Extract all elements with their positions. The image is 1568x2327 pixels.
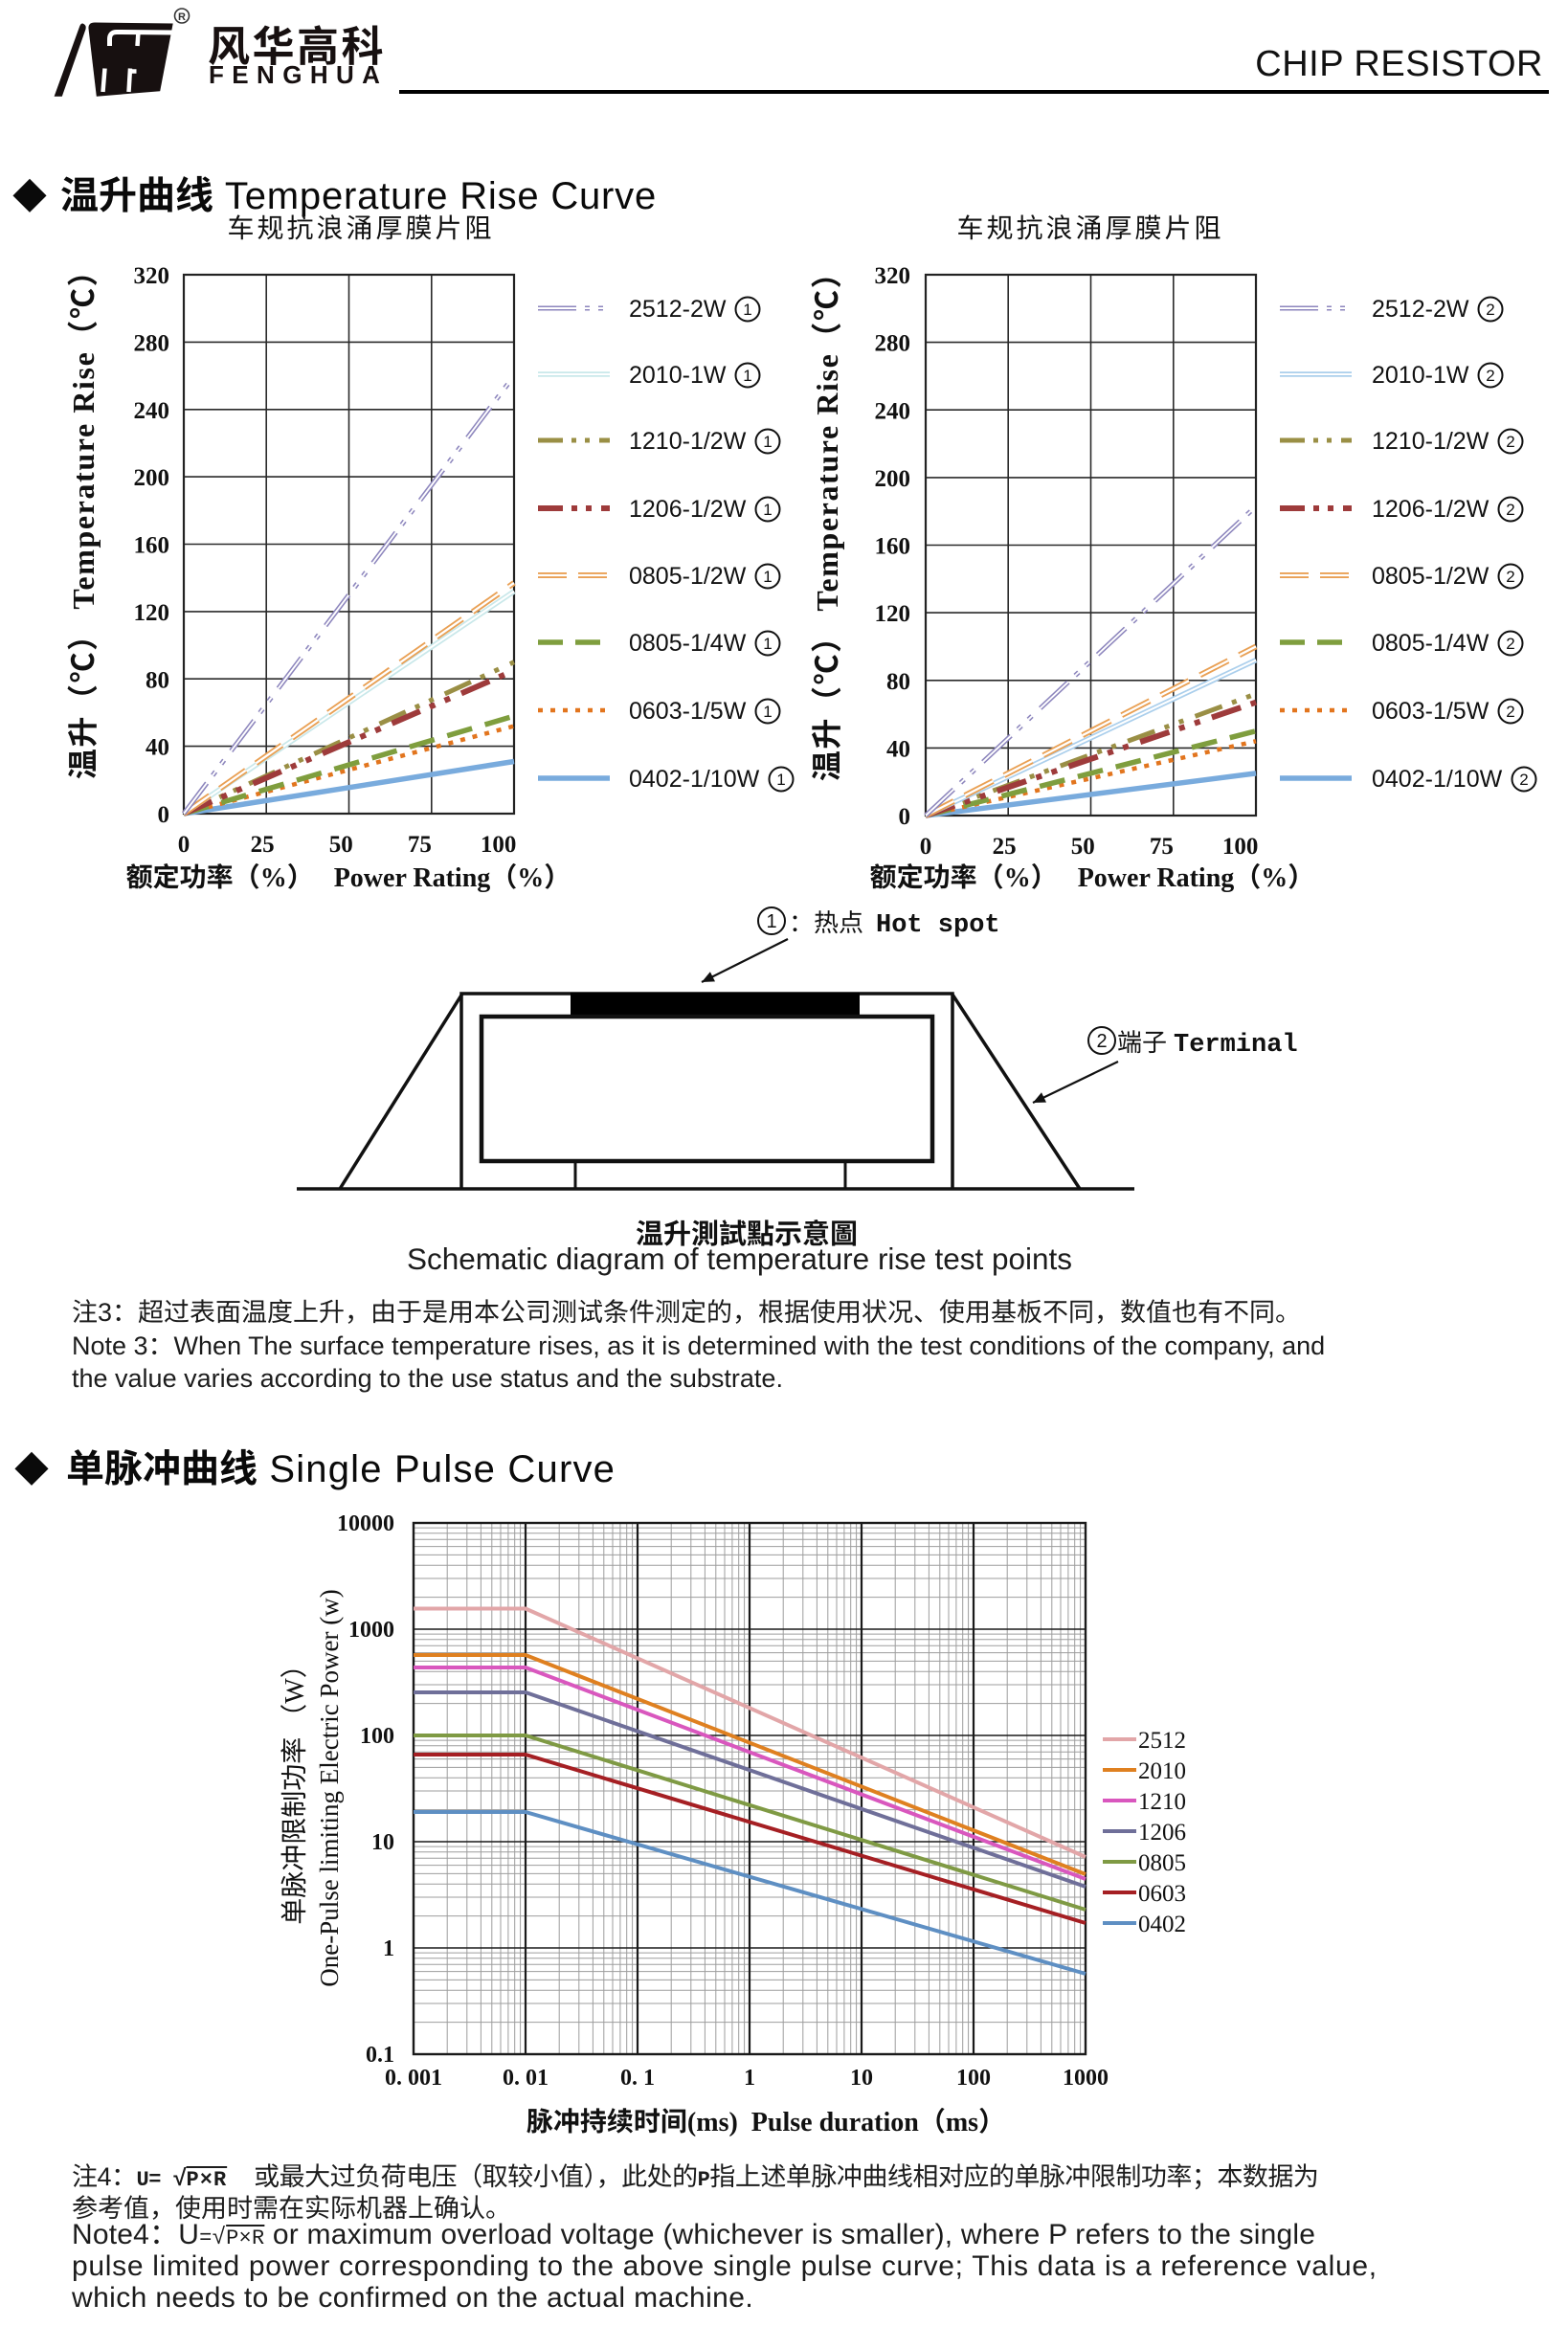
svg-text:1000: 1000	[1063, 2066, 1109, 2091]
svg-text:1: 1	[763, 703, 772, 721]
svg-text:端子: 端子	[1117, 1023, 1167, 1059]
svg-text:车规抗浪涌厚膜片阻: 车规抗浪涌厚膜片阻	[227, 208, 494, 246]
svg-text:Hot spot: Hot spot	[876, 911, 1000, 940]
svg-text:R: R	[178, 11, 186, 23]
svg-text:0603-1/5W: 0603-1/5W	[629, 698, 747, 725]
svg-text:1: 1	[744, 2066, 755, 2091]
svg-text:100: 100	[1222, 834, 1259, 860]
svg-text:0805-1/2W: 0805-1/2W	[629, 563, 747, 590]
svg-text:0402-1/10W: 0402-1/10W	[1372, 766, 1503, 793]
svg-text:1: 1	[763, 433, 772, 451]
svg-text:80: 80	[886, 669, 910, 695]
svg-text:1210-1/2W: 1210-1/2W	[629, 428, 747, 455]
svg-text:额定功率（%） Power Rating（%）: 额定功率（%） Power Rating（%）	[126, 857, 571, 895]
svg-text:2: 2	[1486, 367, 1494, 385]
svg-text:0805: 0805	[1138, 1850, 1186, 1876]
svg-text:25: 25	[993, 834, 1017, 860]
svg-text:50: 50	[1071, 834, 1095, 860]
svg-text:80: 80	[146, 667, 169, 693]
svg-text:2: 2	[1506, 568, 1514, 586]
svg-text:0. 01: 0. 01	[503, 2066, 549, 2091]
svg-text:280: 280	[875, 331, 911, 357]
svg-text:0: 0	[178, 832, 190, 858]
svg-text:10: 10	[850, 2066, 873, 2091]
svg-text:200: 200	[875, 466, 911, 492]
svg-text:1000: 1000	[348, 1618, 394, 1643]
svg-text:2: 2	[1096, 1031, 1107, 1052]
svg-text:2: 2	[1486, 301, 1494, 319]
svg-text:1: 1	[776, 771, 785, 789]
svg-text:1210: 1210	[1138, 1789, 1186, 1815]
svg-text:1210-1/2W: 1210-1/2W	[1372, 428, 1490, 455]
svg-text:0. 001: 0. 001	[385, 2066, 442, 2091]
svg-text:200: 200	[134, 465, 170, 491]
svg-text:0805-1/4W: 0805-1/4W	[629, 630, 747, 657]
svg-text:320: 320	[875, 263, 911, 289]
svg-text:2010-1W: 2010-1W	[1372, 362, 1469, 389]
svg-text:车规抗浪涌厚膜片阻: 车规抗浪涌厚膜片阻	[956, 208, 1223, 246]
svg-text:120: 120	[134, 600, 170, 626]
svg-text:1206: 1206	[1138, 1820, 1186, 1846]
svg-text:1: 1	[383, 1936, 394, 1961]
svg-text:10: 10	[371, 1830, 394, 1855]
svg-text:2512-2W: 2512-2W	[629, 296, 727, 323]
svg-text:1: 1	[763, 568, 772, 586]
svg-text:0805-1/2W: 0805-1/2W	[1372, 563, 1490, 590]
svg-text:0: 0	[920, 834, 932, 860]
svg-text:75: 75	[408, 832, 432, 858]
svg-text:75: 75	[1150, 834, 1174, 860]
svg-text:1: 1	[743, 367, 751, 385]
svg-text:单脉冲限制功率 （W）: 单脉冲限制功率 （W）	[274, 1651, 312, 1924]
svg-text:2010: 2010	[1138, 1758, 1186, 1784]
svg-text:100: 100	[956, 2066, 991, 2091]
svg-text:1206-1/2W: 1206-1/2W	[1372, 496, 1490, 523]
svg-text:0: 0	[158, 802, 170, 828]
svg-text:额定功率（%） Power Rating（%）: 额定功率（%） Power Rating（%）	[870, 857, 1315, 895]
svg-text:160: 160	[134, 533, 170, 559]
svg-text:2: 2	[1506, 501, 1514, 519]
svg-text:温升（℃） Temperature Rise（℃）: 温升（℃） Temperature Rise（℃）	[803, 257, 847, 781]
svg-text:0.1: 0.1	[366, 2043, 394, 2068]
svg-text:2: 2	[1506, 703, 1514, 721]
svg-text:2512: 2512	[1138, 1728, 1186, 1754]
svg-text:1: 1	[763, 501, 772, 519]
svg-text:0. 1: 0. 1	[620, 2066, 655, 2091]
svg-text:320: 320	[134, 263, 170, 289]
svg-text:100: 100	[360, 1724, 394, 1749]
svg-text:0603: 0603	[1138, 1881, 1186, 1907]
svg-text:160: 160	[875, 534, 911, 560]
svg-text:2010-1W: 2010-1W	[629, 362, 727, 389]
svg-text:100: 100	[481, 832, 517, 858]
svg-text:280: 280	[134, 330, 170, 356]
svg-text:温升（℃） Temperature Rise（℃）: 温升（℃） Temperature Rise（℃）	[59, 255, 103, 779]
svg-text:240: 240	[875, 398, 911, 424]
svg-text:40: 40	[146, 735, 169, 761]
svg-text:0603-1/5W: 0603-1/5W	[1372, 698, 1490, 725]
svg-text:40: 40	[886, 736, 910, 762]
svg-text:2512-2W: 2512-2W	[1372, 296, 1469, 323]
svg-text:：热点: ：热点	[789, 904, 863, 939]
svg-text:脉冲持续时间(ms) Pulse duration（ms）: 脉冲持续时间(ms) Pulse duration（ms）	[526, 2101, 1005, 2139]
svg-text:Terminal: Terminal	[1174, 1031, 1298, 1060]
svg-text:1206-1/2W: 1206-1/2W	[629, 496, 747, 523]
svg-text:0402: 0402	[1138, 1912, 1186, 1937]
svg-text:1: 1	[763, 635, 772, 653]
svg-text:10000: 10000	[337, 1511, 394, 1536]
svg-text:2: 2	[1506, 635, 1514, 653]
svg-text:240: 240	[134, 398, 170, 424]
svg-text:1: 1	[766, 911, 776, 932]
svg-text:2: 2	[1506, 433, 1514, 451]
svg-text:1: 1	[743, 301, 751, 319]
svg-text:One-Pulse limiting Electric Po: One-Pulse limiting Electric Power (w)	[315, 1589, 344, 1986]
svg-text:0: 0	[899, 804, 911, 830]
svg-text:25: 25	[251, 832, 275, 858]
svg-text:0402-1/10W: 0402-1/10W	[629, 766, 760, 793]
svg-text:50: 50	[329, 832, 353, 858]
svg-text:0805-1/4W: 0805-1/4W	[1372, 630, 1490, 657]
svg-text:120: 120	[875, 601, 911, 627]
svg-text:2: 2	[1519, 771, 1528, 789]
